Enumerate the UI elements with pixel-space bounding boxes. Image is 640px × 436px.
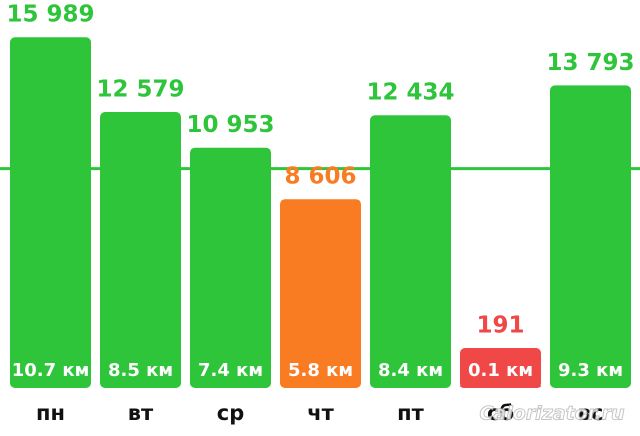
bar: [10, 37, 91, 389]
x-tick-label: вс: [578, 401, 604, 425]
bar: [100, 112, 181, 388]
value-label: 13 793: [546, 50, 634, 76]
value-label: 12 434: [366, 80, 454, 106]
bar: [550, 85, 631, 388]
bar: [370, 115, 451, 388]
value-label: 15 989: [6, 2, 94, 28]
x-tick-label: сб: [487, 401, 514, 425]
distance-label: 8.4 км: [378, 360, 443, 381]
distance-label: 7.4 км: [198, 360, 263, 381]
watermark: Calorizator.ru: [479, 403, 624, 425]
distance-label: 10.7 км: [12, 360, 90, 381]
x-tick-label: пн: [36, 401, 65, 425]
bar: [280, 199, 361, 388]
x-tick-label: пт: [397, 401, 425, 425]
x-tick-label: чт: [307, 401, 334, 425]
bar: [190, 147, 271, 388]
value-label: 8 606: [284, 164, 356, 190]
label-badge: [460, 348, 541, 388]
distance-label: 5.8 км: [288, 360, 353, 381]
distance-label: 8.5 км: [108, 360, 173, 381]
distance-label: 0.1 км: [468, 360, 533, 381]
x-tick-label: вт: [128, 401, 154, 425]
plot: 15 989 10.7 км пн 12 579 8.5 км вт 10 953 7.4 к…: [0, 2, 640, 425]
value-label: 10 953: [186, 112, 274, 138]
value-label: 191: [476, 313, 524, 339]
distance-label: 9.3 км: [558, 360, 623, 381]
x-tick-label: ср: [217, 401, 244, 425]
value-label: 12 579: [96, 77, 184, 103]
